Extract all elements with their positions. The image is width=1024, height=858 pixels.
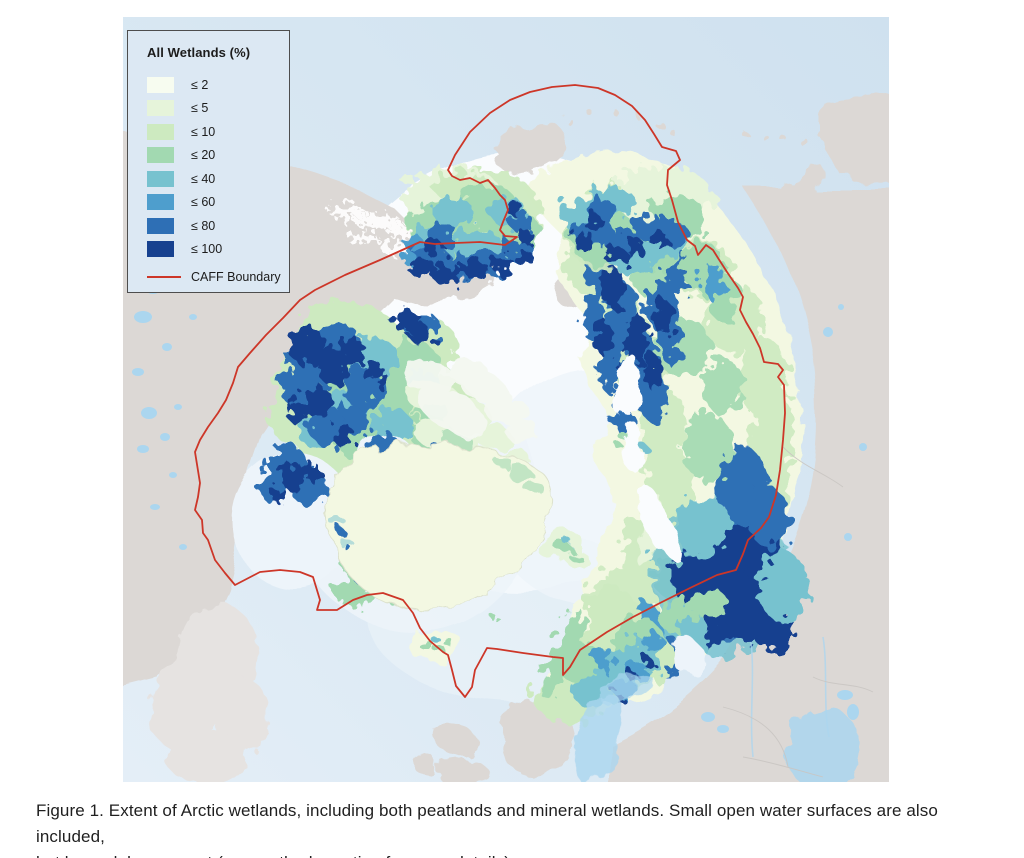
legend-label: ≤ 2 xyxy=(191,77,209,92)
legend-swatch xyxy=(147,241,174,258)
legend-label: ≤ 10 xyxy=(191,124,216,139)
legend-swatch xyxy=(147,123,174,140)
legend-row: ≤ 60 xyxy=(147,191,289,215)
caption-line-1: Figure 1. Extent of Arctic wetlands, inc… xyxy=(36,801,938,846)
legend-label: ≤ 20 xyxy=(191,148,216,163)
legend-label: CAFF Boundary xyxy=(191,270,281,284)
landmass-eurasia xyxy=(609,189,889,782)
legend-swatch xyxy=(147,100,174,117)
caption-line-2: but larger lakes are not (see methods se… xyxy=(36,853,515,858)
wetland-data-alaska xyxy=(400,167,543,285)
map-figure: All Wetlands (%) ≤ 2 ≤ 5 ≤ 10 ≤ 20 ≤ 40 xyxy=(123,17,889,782)
siberian-gulfs xyxy=(615,355,706,678)
legend-row: ≤ 10 xyxy=(147,120,289,144)
legend-label: ≤ 100 xyxy=(191,242,223,257)
water-features xyxy=(573,304,874,782)
legend-row: ≤ 40 xyxy=(147,167,289,191)
legend-label: ≤ 40 xyxy=(191,171,216,186)
legend-row: ≤ 80 xyxy=(147,214,289,238)
legend-box: All Wetlands (%) ≤ 2 ≤ 5 ≤ 10 ≤ 20 ≤ 40 xyxy=(127,30,290,293)
legend-row: ≤ 2 xyxy=(147,73,289,97)
legend-row: ≤ 20 xyxy=(147,144,289,168)
caff-boundary-line xyxy=(194,84,786,698)
caff-line-sample xyxy=(147,276,181,278)
legend-swatch xyxy=(147,194,174,211)
figure-caption: Figure 1. Extent of Arctic wetlands, inc… xyxy=(36,798,996,858)
legend-row: ≤ 5 xyxy=(147,97,289,121)
legend-label: ≤ 5 xyxy=(191,101,209,116)
legend-label: ≤ 60 xyxy=(191,195,216,210)
legend-swatch xyxy=(147,147,174,164)
landmass-chukotka xyxy=(494,109,676,174)
wetland-data-chukotka xyxy=(563,167,738,322)
legend-row-caff: CAFF Boundary xyxy=(147,265,289,289)
legend-row: ≤ 100 xyxy=(147,238,289,262)
legend-label: ≤ 80 xyxy=(191,218,216,233)
legend-swatch xyxy=(147,217,174,234)
caspian-sea xyxy=(785,707,861,782)
ellesmere-islands xyxy=(403,360,541,443)
legend-swatch xyxy=(147,170,174,187)
legend-swatch xyxy=(147,76,174,93)
legend-title: All Wetlands (%) xyxy=(147,45,251,60)
greenland xyxy=(325,443,554,611)
